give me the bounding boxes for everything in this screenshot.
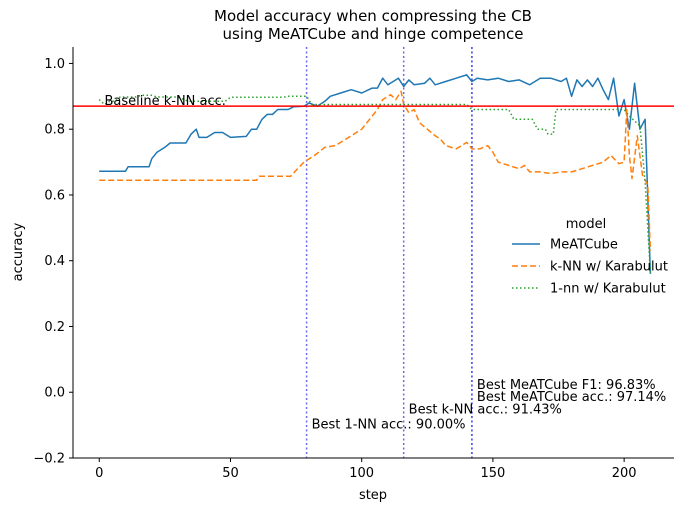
legend-label-0: MeATCube [550, 238, 618, 253]
legend-label-2: 1-nn w/ Karabulut [550, 282, 666, 297]
x-tick-label: 200 [612, 466, 637, 481]
y-tick-label: −0.2 [33, 452, 65, 467]
legend-entries: MeATCube k-NN w/ Karabulut 1-nn w/ Karabul… [512, 238, 668, 297]
x-tick-label: 0 [95, 466, 103, 481]
x-tick-label: 50 [222, 466, 239, 481]
legend-title: model [566, 217, 606, 232]
plot-area [73, 47, 674, 458]
legend: model MeATCube k-NN w/ Karabulut 1-nn w/ K… [512, 217, 668, 297]
y-tick-label: 0.4 [44, 254, 65, 269]
vline-label-0-0: Best 1-NN acc.: 90.00% [312, 417, 466, 432]
y-tick-label: 1.0 [44, 57, 65, 72]
x-ticks: 0 50 100 150 200 [95, 458, 637, 481]
y-ticks: −0.2 0.0 0.2 0.4 0.6 0.8 1.0 [33, 57, 73, 467]
x-tick-label: 150 [480, 466, 505, 481]
y-tick-label: 0.6 [44, 188, 65, 203]
vline-label-1-0: Best k-NN acc.: 91.43% [409, 403, 562, 418]
series-line-1 [99, 90, 652, 251]
vline-label-2-1: Best MeATCube acc.: 97.14% [477, 390, 666, 405]
series-line-0 [99, 74, 652, 274]
y-axis-label: accuracy [11, 222, 26, 281]
x-tick-label: 100 [349, 466, 374, 481]
legend-label-1: k-NN w/ Karabulut [550, 260, 668, 275]
annotations: Baseline k-NN acc. Best 1-NN acc.: 90.00%… [104, 94, 666, 432]
chart-title-line-1: Model accuracy when compressing the CB [214, 7, 532, 25]
vline-label-2-0: Best MeATCube F1: 96.83% [477, 378, 656, 393]
y-tick-label: 0.2 [44, 320, 65, 335]
x-axis-label: step [359, 488, 387, 503]
baseline-label: Baseline k-NN acc. [104, 94, 225, 109]
y-tick-label: 0.8 [44, 123, 65, 138]
y-tick-label: 0.0 [44, 386, 65, 401]
chart-title-line-2: using MeATCube and hinge competence [223, 25, 524, 43]
